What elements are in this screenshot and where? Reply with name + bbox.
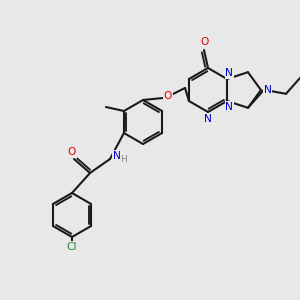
Text: N: N: [225, 68, 233, 78]
Text: N: N: [225, 102, 233, 112]
Text: N: N: [113, 151, 121, 161]
Text: Cl: Cl: [67, 242, 77, 252]
Text: O: O: [164, 91, 172, 101]
Text: N: N: [264, 85, 272, 95]
Text: O: O: [201, 37, 209, 47]
Text: N: N: [204, 114, 212, 124]
Text: O: O: [68, 147, 76, 157]
Text: H: H: [120, 155, 127, 164]
